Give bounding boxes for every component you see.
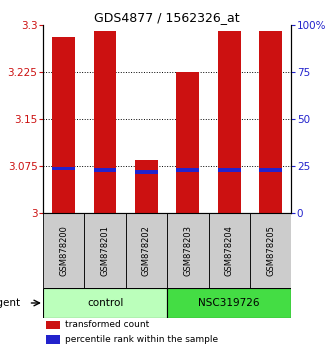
Title: GDS4877 / 1562326_at: GDS4877 / 1562326_at <box>94 11 240 24</box>
Bar <box>52 37 75 213</box>
Text: GSM878204: GSM878204 <box>225 225 234 276</box>
Bar <box>135 170 158 174</box>
Text: NSC319726: NSC319726 <box>199 298 260 308</box>
Bar <box>46 335 60 344</box>
Bar <box>176 169 199 172</box>
Bar <box>84 213 126 289</box>
Bar <box>167 289 291 318</box>
Text: agent: agent <box>0 298 20 308</box>
Bar <box>176 72 199 213</box>
Text: GSM878200: GSM878200 <box>59 225 68 276</box>
Text: percentile rank within the sample: percentile rank within the sample <box>66 335 218 344</box>
Text: control: control <box>87 298 123 308</box>
Bar <box>209 213 250 289</box>
Bar <box>259 169 282 172</box>
Bar <box>259 31 282 213</box>
Text: GSM878203: GSM878203 <box>183 225 192 276</box>
Bar <box>250 213 291 289</box>
Bar <box>43 213 84 289</box>
Text: GSM878201: GSM878201 <box>101 225 110 276</box>
Bar <box>94 31 117 213</box>
Bar <box>218 169 241 172</box>
Bar <box>126 213 167 289</box>
Bar <box>43 289 167 318</box>
Bar <box>135 160 158 213</box>
Text: transformed count: transformed count <box>66 320 150 330</box>
Text: GSM878202: GSM878202 <box>142 225 151 276</box>
Bar <box>167 213 209 289</box>
Bar <box>94 169 117 172</box>
Bar <box>52 167 75 170</box>
Text: GSM878205: GSM878205 <box>266 225 275 276</box>
Bar <box>218 31 241 213</box>
Bar <box>46 321 60 329</box>
